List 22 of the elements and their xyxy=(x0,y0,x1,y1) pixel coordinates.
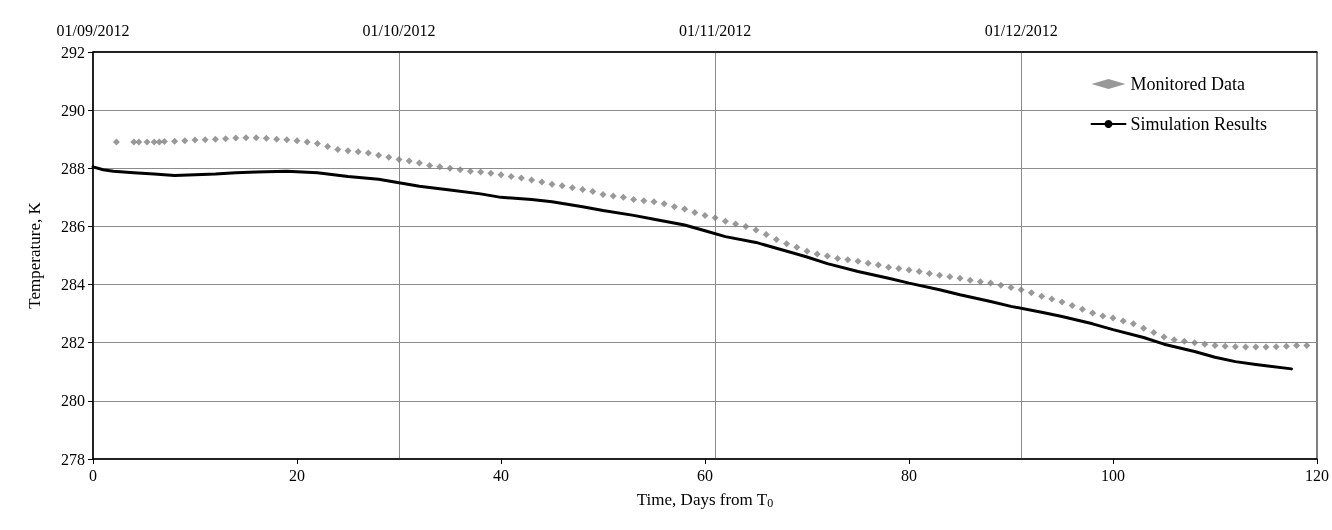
x-tick-label: 80 xyxy=(901,466,917,484)
x-tick-label: 0 xyxy=(89,466,97,484)
x-tick-label: 100 xyxy=(1101,466,1125,484)
x2-tick-label: 01/11/2012 xyxy=(679,21,752,39)
y-tick-label: 280 xyxy=(61,392,85,410)
y-tick-label: 290 xyxy=(61,101,85,119)
y-axis-title: Temperature, K xyxy=(25,201,44,309)
y-tick-label: 286 xyxy=(61,217,85,235)
legend-label: Simulation Results xyxy=(1130,114,1267,134)
x-tick-label: 20 xyxy=(289,466,305,484)
y-tick-label: 288 xyxy=(61,159,85,177)
x-tick-label: 120 xyxy=(1305,466,1329,484)
y-tick-label: 282 xyxy=(61,334,85,352)
y-tick-label: 292 xyxy=(61,43,85,61)
x-tick-label: 40 xyxy=(493,466,509,484)
y-tick-label: 278 xyxy=(61,450,85,468)
x-tick-label: 60 xyxy=(697,466,713,484)
x2-tick-label: 01/12/2012 xyxy=(984,21,1058,39)
x2-tick-label: 01/09/2012 xyxy=(56,21,130,39)
y-tick-label: 284 xyxy=(61,276,85,294)
legend-label: Monitored Data xyxy=(1130,74,1245,94)
x2-tick-label: 01/10/2012 xyxy=(362,21,436,39)
